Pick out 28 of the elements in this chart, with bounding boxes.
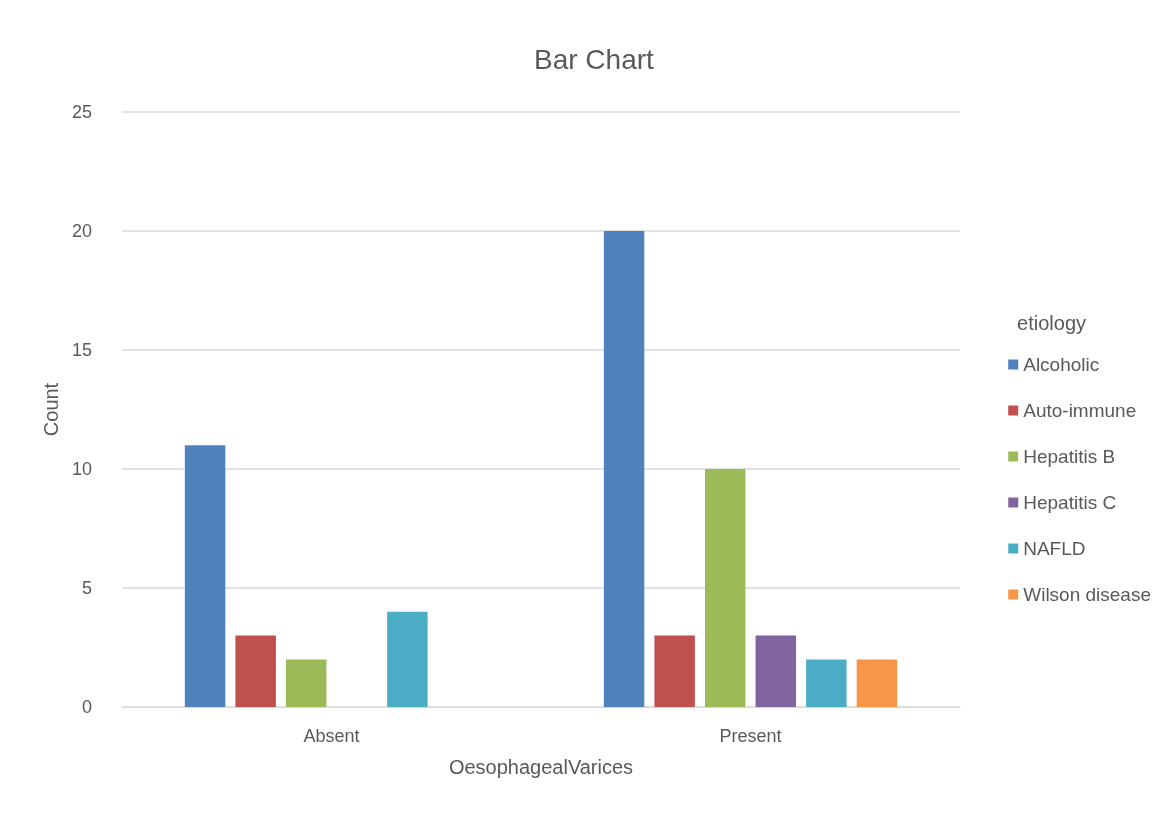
bar [603, 231, 645, 707]
bar [654, 635, 695, 707]
x-tick-label: Absent [303, 726, 360, 746]
legend-label: Hepatitis B [1023, 446, 1116, 467]
y-tick-label: 20 [71, 221, 92, 241]
y-tick-label: 5 [81, 578, 92, 598]
x-axis-title: OesophagealVarices [448, 756, 634, 778]
bar [387, 611, 428, 707]
x-tick-label: Present [719, 726, 782, 746]
y-tick-label: 15 [71, 340, 92, 360]
y-tick-label: 25 [71, 102, 92, 122]
bar [235, 635, 276, 707]
legend-label: Alcoholic [1023, 354, 1100, 375]
chart-title: Bar Chart [534, 43, 655, 75]
bar [285, 659, 327, 707]
y-tick-label: 10 [71, 459, 92, 479]
bar [856, 659, 898, 707]
bar [806, 659, 847, 707]
legend-label: Wilson disease [1023, 584, 1151, 605]
bar [755, 635, 797, 707]
bar [704, 469, 746, 707]
legend-label: Auto-immune [1023, 400, 1137, 421]
y-axis-title: Count [40, 382, 63, 437]
y-tick-label: 0 [81, 697, 92, 717]
legend-title: etiology [1017, 312, 1086, 334]
bar [184, 445, 226, 707]
legend-label: Hepatitis C [1023, 492, 1117, 513]
legend-label: NAFLD [1023, 538, 1086, 559]
